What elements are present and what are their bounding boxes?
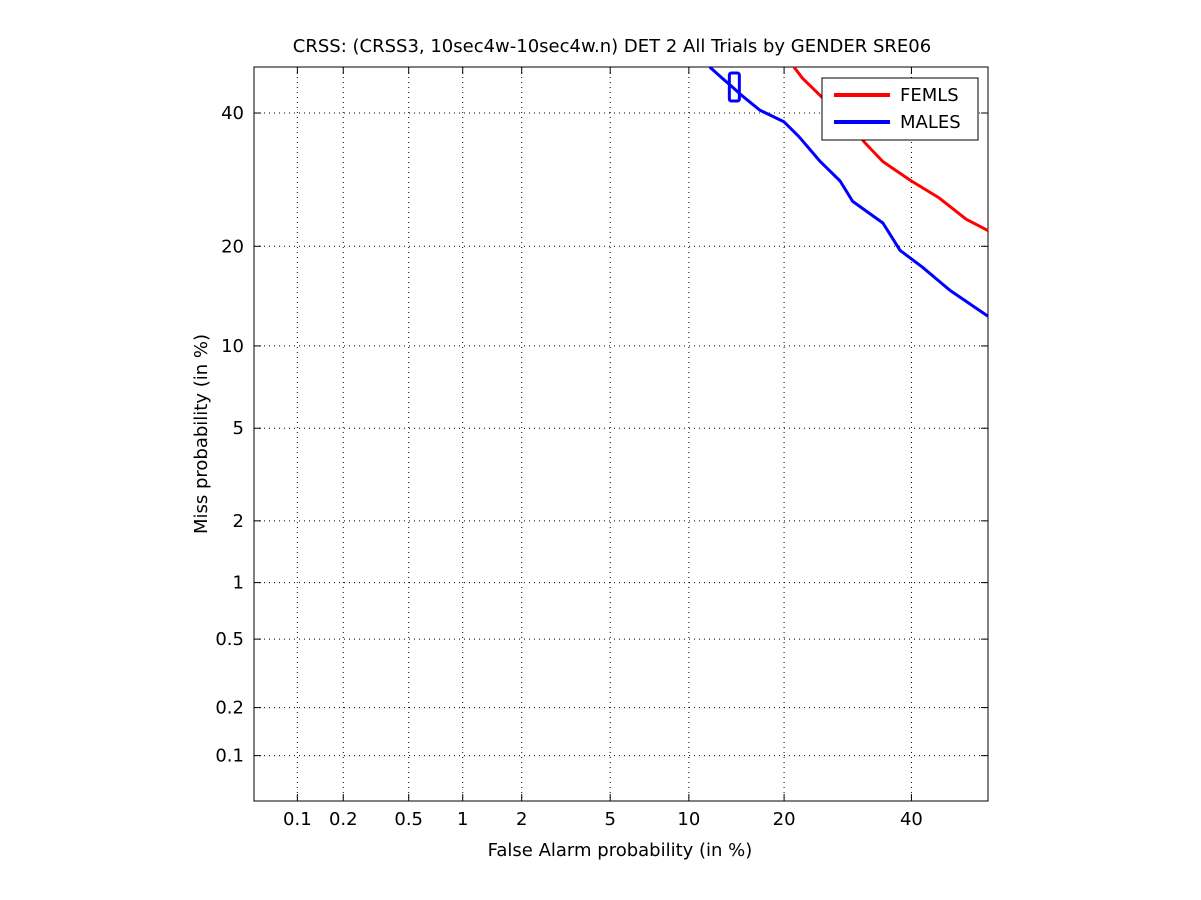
y-tick-labels: 0.1 0.2 0.5 1 2 5 10 20 40: [215, 103, 244, 767]
x-axis-label: False Alarm probability (in %): [488, 840, 753, 861]
legend-box: [821, 77, 979, 141]
series-lines: [708, 65, 989, 318]
x-tick-label: 0.5: [394, 809, 423, 830]
x-tick-label: 0.2: [329, 809, 358, 830]
x-tick-labels: 0.1 0.2 0.5 1 2 5 10 20 40: [283, 809, 923, 830]
y-tick-label: 10: [221, 336, 244, 357]
x-tick-label: 5: [604, 809, 615, 830]
markers: [727, 71, 741, 103]
legend: FEMLS MALES: [821, 77, 979, 141]
y-tick-label: 40: [221, 103, 244, 124]
x-tick-label: 0.1: [283, 809, 312, 830]
x-tick-label: 20: [773, 809, 796, 830]
x-tick-label: 10: [677, 809, 700, 830]
y-tick-label: 2: [233, 511, 244, 532]
y-tick-label: 0.2: [215, 698, 244, 719]
x-tick-label: 2: [516, 809, 527, 830]
y-tick-label: 0.1: [215, 746, 244, 767]
axes-frame: [253, 66, 989, 802]
chart-title: CRSS: (CRSS3, 10sec4w-10sec4w.n) DET 2 A…: [293, 36, 931, 57]
x-tick-label: 1: [457, 809, 468, 830]
grid: [254, 67, 988, 801]
y-tick-label: 5: [233, 418, 244, 439]
y-tick-label: 1: [233, 573, 244, 594]
series-line-femls: [792, 66, 989, 232]
y-axis-label: Miss probability (in %): [191, 334, 212, 534]
y-tick-label: 0.5: [215, 629, 244, 650]
legend-label-femls: FEMLS: [900, 85, 959, 106]
series-line-males: [708, 65, 989, 318]
x-tick-label: 40: [900, 809, 923, 830]
ticks: [254, 67, 988, 801]
legend-label-males: MALES: [900, 112, 961, 133]
operating-point-marker: [727, 71, 741, 103]
y-tick-label: 20: [221, 236, 244, 257]
